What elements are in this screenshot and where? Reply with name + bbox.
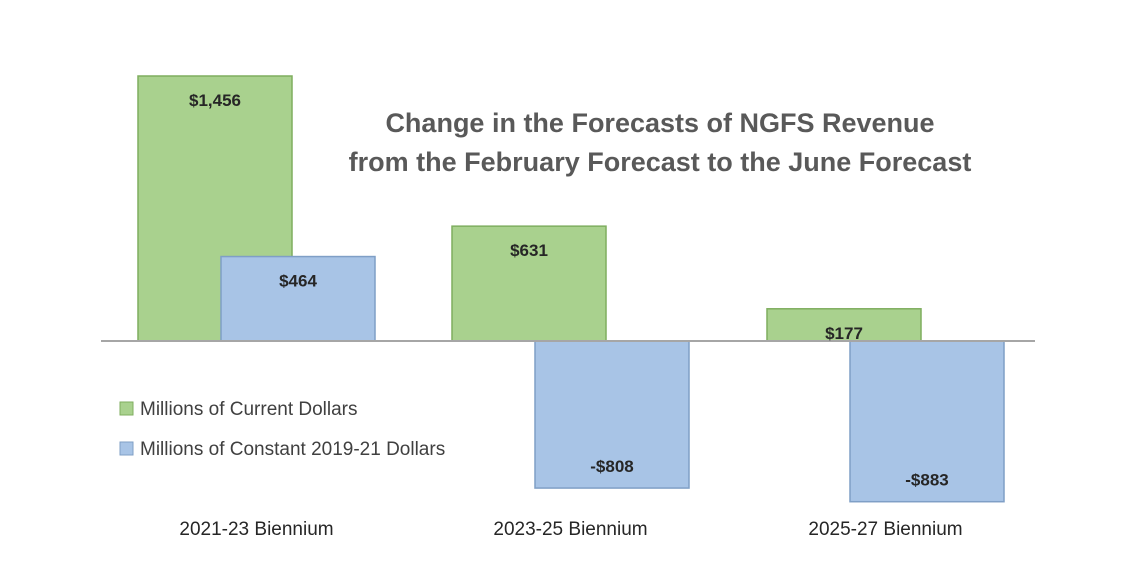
data-label-series1-3: $177 (825, 324, 863, 343)
bar-series2-1 (220, 255, 376, 342)
legend-swatch-2 (119, 441, 134, 456)
data-label-series1-1: $1,456 (189, 91, 241, 110)
data-labels-layer: $1,456 $464 $631 -$808 $177 -$883 (189, 91, 949, 490)
data-label-series2-2: -$808 (590, 457, 633, 476)
bar-series2-3 (849, 340, 1005, 503)
legend-label-2: Millions of Constant 2019-21 Dollars (140, 439, 445, 460)
bars-layer (137, 75, 1005, 503)
bar-series1-3 (766, 308, 922, 342)
legend-swatch-1 (119, 401, 134, 416)
chart-title-line-2: from the February Forecast to the June F… (349, 147, 972, 177)
data-label-series1-2: $631 (510, 241, 548, 260)
data-label-series2-1: $464 (279, 272, 317, 291)
x-axis-tick-labels: 2021-23 Biennium 2023-25 Biennium 2025-27 … (179, 519, 962, 540)
legend-label-1: Millions of Current Dollars (140, 399, 358, 420)
x-tick-label-1: 2021-23 Biennium (179, 519, 333, 540)
data-label-series2-3: -$883 (905, 471, 948, 490)
x-tick-label-2: 2023-25 Biennium (493, 519, 647, 540)
bar-series1-2 (451, 225, 607, 342)
legend: Millions of Current Dollars Millions of C… (119, 399, 445, 460)
x-tick-label-3: 2025-27 Biennium (808, 519, 962, 540)
chart-title-line-1: Change in the Forecasts of NGFS Revenue (385, 108, 934, 138)
